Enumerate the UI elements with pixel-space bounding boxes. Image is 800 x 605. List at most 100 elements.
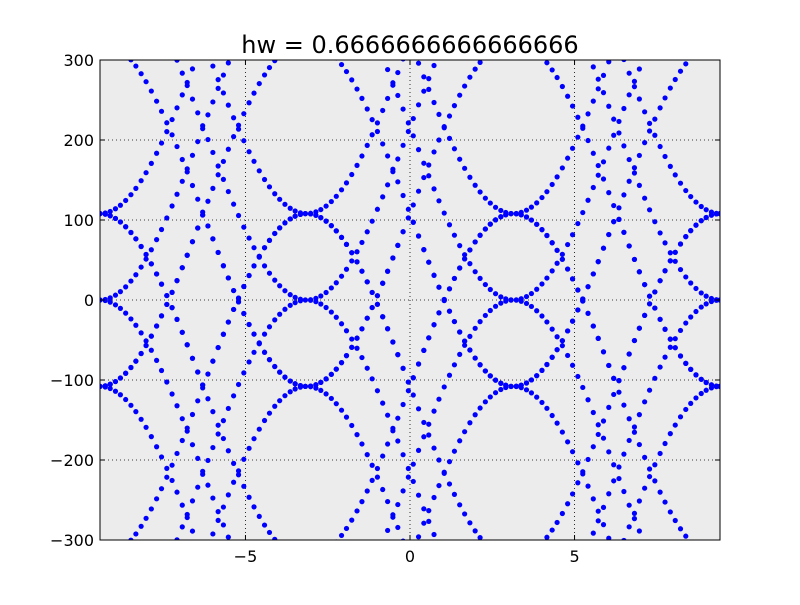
data-point bbox=[415, 188, 422, 194]
data-point bbox=[441, 296, 447, 303]
data-point bbox=[117, 202, 124, 208]
data-point bbox=[569, 103, 576, 109]
data-point bbox=[554, 347, 560, 353]
data-point bbox=[395, 438, 401, 444]
data-point bbox=[374, 128, 381, 135]
data-point bbox=[343, 180, 350, 186]
data-point bbox=[683, 320, 689, 326]
data-point bbox=[667, 509, 673, 515]
data-point bbox=[154, 98, 160, 104]
data-point bbox=[215, 509, 221, 515]
data-point bbox=[133, 236, 139, 242]
data-point bbox=[683, 406, 689, 413]
data-point bbox=[220, 418, 227, 424]
data-point bbox=[467, 247, 473, 253]
data-point bbox=[374, 301, 381, 307]
data-point bbox=[611, 375, 617, 381]
data-point bbox=[631, 429, 638, 435]
data-point bbox=[642, 312, 648, 319]
data-point bbox=[611, 219, 617, 225]
data-point bbox=[534, 373, 540, 379]
data-point bbox=[528, 290, 535, 297]
data-point bbox=[677, 526, 684, 532]
data-point bbox=[426, 173, 432, 179]
data-point bbox=[559, 256, 565, 262]
data-point bbox=[606, 103, 612, 109]
data-point bbox=[513, 211, 519, 217]
data-point bbox=[472, 412, 478, 418]
data-point bbox=[220, 72, 227, 78]
data-point bbox=[492, 390, 499, 396]
data-point bbox=[333, 314, 339, 320]
data-point bbox=[508, 211, 514, 217]
data-point bbox=[102, 383, 108, 389]
data-point bbox=[451, 491, 458, 497]
data-point bbox=[415, 447, 422, 453]
data-point bbox=[195, 196, 201, 202]
data-point bbox=[231, 201, 237, 207]
data-point bbox=[559, 338, 565, 344]
data-point bbox=[251, 158, 257, 164]
data-point bbox=[189, 528, 196, 534]
data-point bbox=[349, 250, 355, 256]
data-point bbox=[451, 362, 458, 368]
data-point bbox=[590, 444, 596, 450]
data-point bbox=[646, 128, 653, 134]
data-point bbox=[606, 145, 612, 151]
data-point bbox=[128, 229, 134, 236]
data-point bbox=[246, 359, 252, 365]
data-point bbox=[333, 366, 339, 372]
data-point bbox=[354, 162, 360, 168]
data-point bbox=[600, 72, 607, 78]
data-point bbox=[457, 351, 463, 357]
data-point bbox=[642, 485, 648, 491]
data-point bbox=[688, 366, 694, 372]
data-point bbox=[235, 381, 242, 388]
data-point bbox=[117, 289, 124, 295]
data-point bbox=[446, 113, 453, 119]
data-point bbox=[457, 502, 463, 508]
data-point bbox=[256, 341, 262, 347]
data-point bbox=[143, 342, 149, 349]
data-point bbox=[539, 367, 545, 373]
data-point bbox=[390, 425, 396, 431]
data-point bbox=[672, 345, 678, 351]
data-point bbox=[287, 216, 293, 222]
data-point bbox=[431, 62, 437, 69]
data-point bbox=[467, 420, 473, 426]
data-point bbox=[164, 129, 170, 135]
data-point bbox=[354, 86, 360, 92]
data-point bbox=[256, 80, 262, 87]
data-point bbox=[657, 450, 663, 457]
data-point bbox=[549, 354, 555, 360]
data-point bbox=[369, 477, 375, 483]
data-point bbox=[385, 326, 391, 332]
data-point bbox=[606, 535, 612, 540]
data-point bbox=[657, 278, 663, 284]
data-point bbox=[523, 214, 530, 220]
data-point bbox=[292, 208, 298, 214]
data-point bbox=[590, 271, 596, 277]
data-point bbox=[318, 293, 324, 299]
data-point bbox=[235, 468, 242, 474]
data-point bbox=[266, 410, 273, 416]
data-point bbox=[225, 188, 231, 195]
data-point bbox=[523, 387, 530, 393]
data-point bbox=[328, 223, 334, 229]
data-point bbox=[380, 314, 386, 320]
data-point bbox=[400, 401, 406, 408]
data-point bbox=[158, 486, 165, 492]
data-point bbox=[143, 424, 149, 430]
data-point bbox=[462, 338, 468, 344]
data-point bbox=[426, 508, 432, 514]
data-point bbox=[349, 336, 355, 342]
data-point bbox=[421, 347, 427, 353]
data-point bbox=[395, 524, 401, 531]
data-point bbox=[677, 241, 684, 247]
data-point bbox=[364, 488, 370, 494]
data-point bbox=[385, 498, 391, 505]
data-point bbox=[616, 130, 622, 136]
data-point bbox=[492, 291, 499, 297]
data-point bbox=[652, 478, 658, 484]
y-tick-label: 300 bbox=[63, 51, 94, 70]
